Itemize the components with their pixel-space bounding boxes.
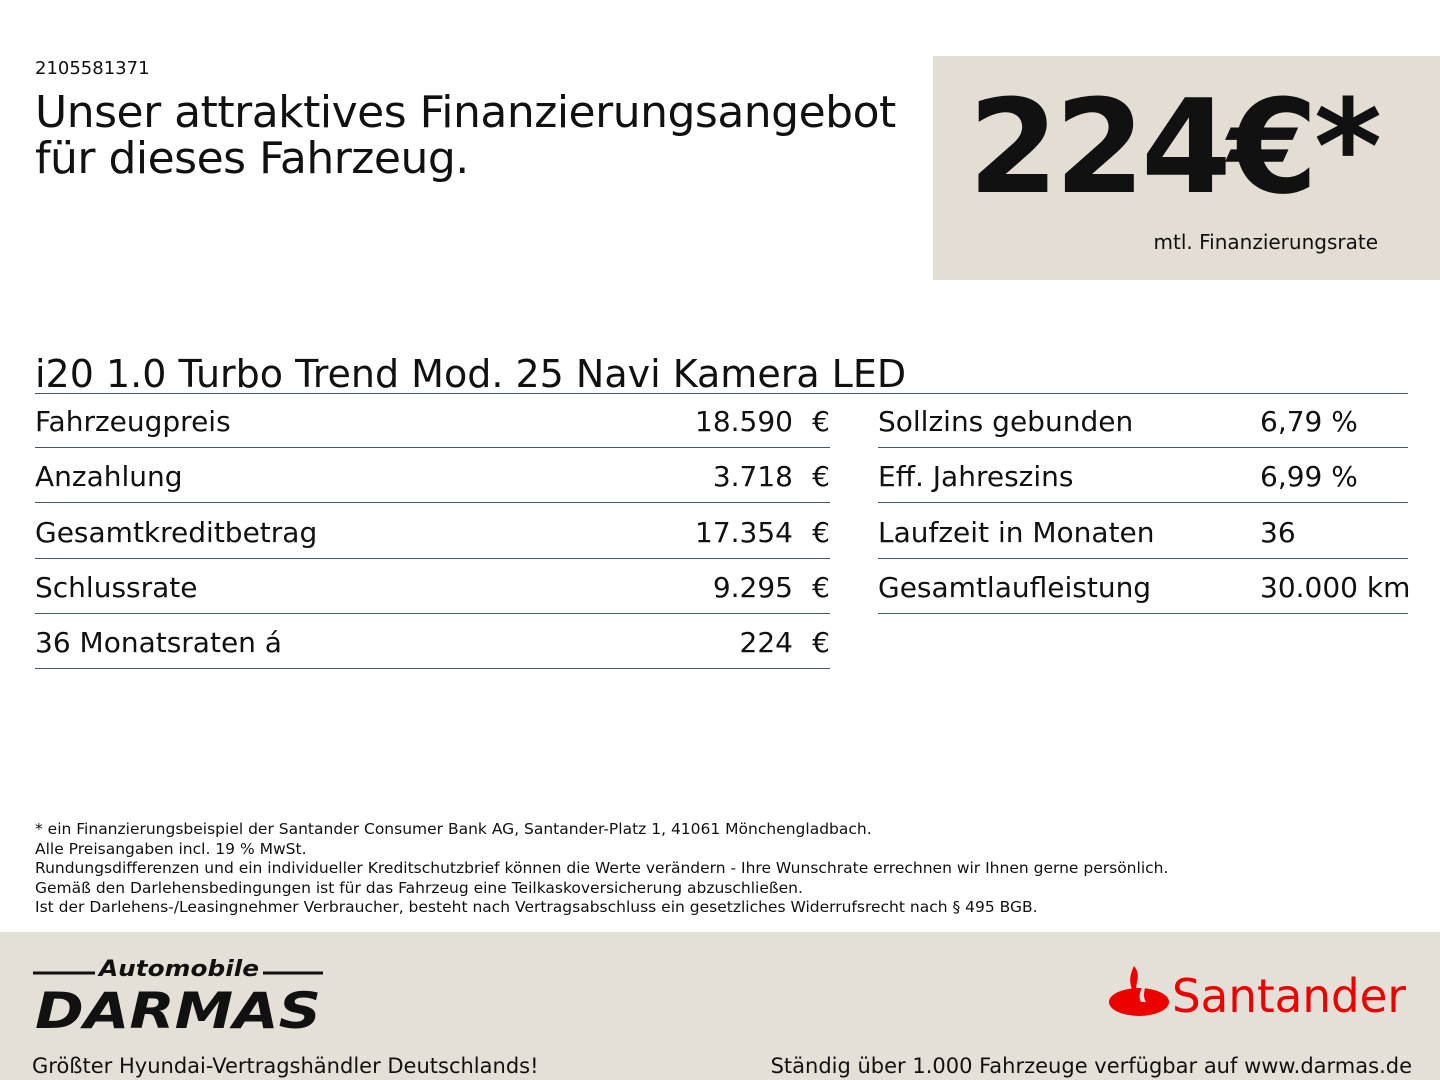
- row-currency: €: [812, 405, 830, 438]
- table-row: Fahrzeugpreis 18.590 €: [35, 393, 830, 448]
- slogan-right: Ständig über 1.000 Fahrzeuge verfügbar a…: [770, 1054, 1412, 1078]
- row-label: Schlussrate: [35, 570, 198, 604]
- santander-logo: Santander: [1109, 966, 1406, 1022]
- table-row: Schlussrate 9.295 €: [35, 559, 830, 614]
- table-row: Gesamtkreditbetrag 17.354 €: [35, 504, 830, 559]
- row-label: Anzahlung: [35, 460, 183, 494]
- footnote-line: Ist der Darlehens-/Leasingnehmer Verbrau…: [35, 898, 1038, 916]
- darmas-logo-main: DARMAS: [35, 982, 321, 1034]
- darmas-logo: Automobile DARMAS: [33, 957, 323, 1034]
- row-value: 36: [1260, 515, 1296, 549]
- row-label: Sollzins gebunden: [878, 405, 1134, 438]
- row-value: 6,99 %: [1260, 460, 1358, 494]
- row-label: 36 Monatsraten á: [35, 626, 282, 660]
- table-row: Sollzins gebunden 6,79 %: [878, 393, 1408, 448]
- row-value: 6,79 %: [1260, 405, 1358, 438]
- footnote-line: Alle Preisangaben incl. 19 % MwSt.: [35, 839, 307, 858]
- model-title: i20 1.0 Turbo Trend Mod. 25 Navi Kamera …: [35, 352, 1408, 396]
- table-row: 36 Monatsraten á 224 €: [35, 614, 830, 670]
- monthly-rate: 224€*: [968, 71, 1382, 223]
- monthly-rate-label: mtl. Finanzierungsrate: [1153, 230, 1378, 254]
- row-value: 3.718: [712, 460, 793, 494]
- footnote-line: * ein Finanzierungsbeispiel der Santande…: [35, 820, 872, 838]
- footnotes: * ein Finanzierungsbeispiel der Santande…: [35, 820, 1168, 918]
- offer-id: 2105581371: [35, 58, 150, 79]
- row-value: 30.000 km: [1260, 570, 1411, 604]
- santander-flame-icon: [1109, 966, 1169, 1016]
- row-currency: €: [812, 460, 830, 494]
- table-row: Laufzeit in Monaten 36: [878, 504, 1408, 559]
- footnote-line: Rundungsdifferenzen und ein individuelle…: [35, 859, 1169, 877]
- price-box: 224€* mtl. Finanzierungsrate: [933, 56, 1440, 280]
- row-label: Fahrzeugpreis: [35, 405, 231, 438]
- headline: Unser attraktives Finanzierungsangebot f…: [35, 87, 896, 184]
- footnote-line: Gemäß den Darlehensbedingungen ist für d…: [35, 878, 803, 897]
- table-row: Eff. Jahreszins 6,99 %: [878, 448, 1408, 504]
- row-label: Gesamtlaufleistung: [878, 570, 1152, 604]
- row-currency: €: [812, 515, 830, 549]
- row-currency: €: [812, 626, 830, 660]
- row-value: 9.295: [712, 570, 793, 604]
- row-label: Gesamtkreditbetrag: [35, 515, 318, 549]
- row-value: 18.590: [695, 405, 793, 438]
- darmas-logo-top: Automobile: [97, 957, 259, 982]
- row-value: 17.354: [695, 515, 793, 549]
- table-row: Gesamtlaufleistung 30.000 km: [878, 559, 1411, 614]
- row-value: 224: [739, 626, 793, 660]
- santander-wordmark: Santander: [1172, 969, 1406, 1022]
- row-label: Eff. Jahreszins: [878, 460, 1074, 494]
- footer: Automobile DARMAS Größter Hyundai-Vertra…: [0, 932, 1440, 1080]
- table-row: Anzahlung 3.718 €: [35, 448, 830, 504]
- row-label: Laufzeit in Monaten: [878, 515, 1155, 549]
- row-currency: €: [812, 570, 830, 604]
- slogan-left: Größter Hyundai-Vertragshändler Deutschl…: [32, 1054, 539, 1078]
